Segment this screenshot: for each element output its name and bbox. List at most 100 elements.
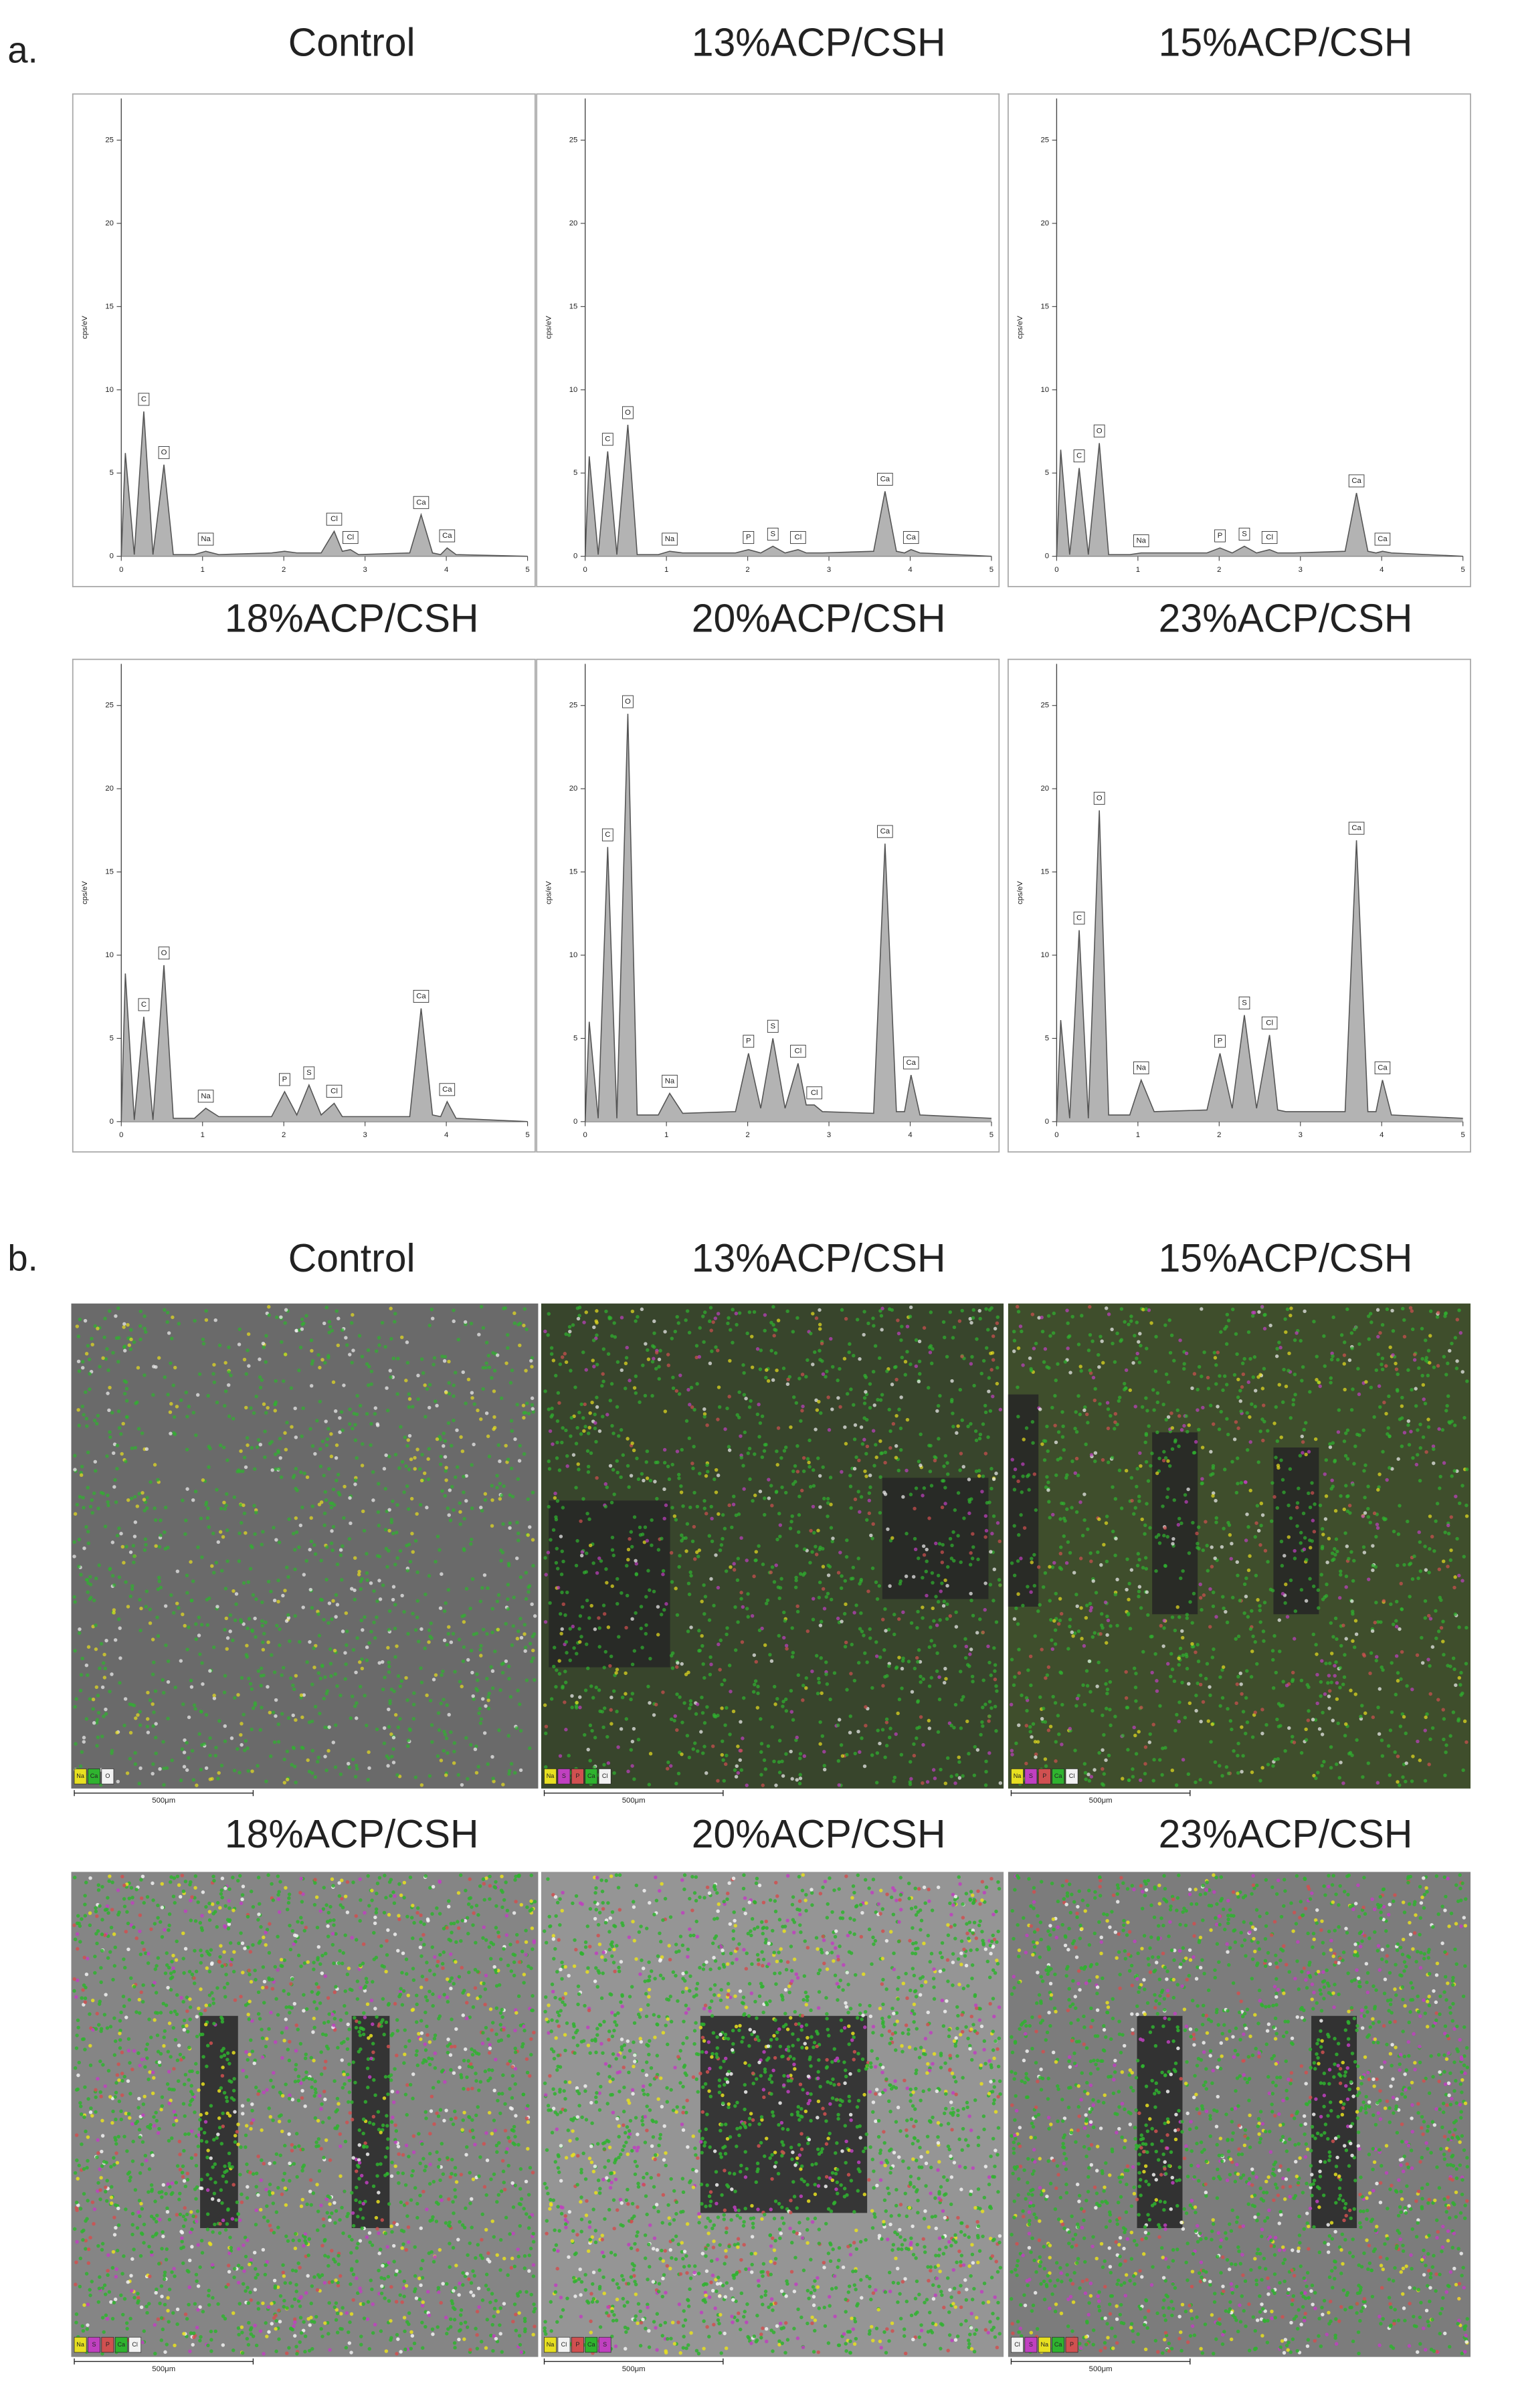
map-dot <box>758 1367 763 1371</box>
map-dot <box>388 1369 392 1373</box>
map-dot <box>1404 1761 1408 1765</box>
map-dot <box>1425 1712 1429 1716</box>
map-dot <box>979 1371 983 1376</box>
map-dot <box>1368 1312 1373 1316</box>
map-dot <box>145 1496 149 1500</box>
y-tick-label: 25 <box>1040 136 1049 144</box>
map-dot <box>717 1405 722 1409</box>
map-dot <box>1219 1330 1223 1334</box>
map-dot <box>1317 1381 1321 1385</box>
map-dot <box>778 1534 782 1538</box>
map-dot <box>868 1474 872 1478</box>
map-dot <box>480 1586 484 1590</box>
map-dot <box>1211 1494 1215 1498</box>
map-dot <box>215 1488 219 1492</box>
map-dot <box>1054 1378 1058 1383</box>
map-dot <box>1139 1464 1143 1468</box>
map-dot <box>1137 1361 1142 1365</box>
map-dot <box>1098 1402 1102 1406</box>
map-dot <box>1446 1532 1451 1536</box>
peak-label-box <box>279 1073 290 1086</box>
map-dot <box>389 1306 393 1310</box>
map-dot <box>1344 1637 1348 1641</box>
map-dot <box>367 1766 371 1771</box>
peak-label-box <box>662 532 678 546</box>
map-dot <box>740 1640 745 1644</box>
peak-label-box <box>1133 534 1149 548</box>
map-dot <box>636 1314 640 1319</box>
map-dot <box>122 1391 127 1396</box>
map-dot <box>1306 1718 1311 1722</box>
map-dot <box>324 1692 328 1696</box>
map-dot <box>1013 1467 1018 1472</box>
map-dot <box>1373 1565 1378 1569</box>
map-dot <box>355 1767 359 1771</box>
map-dot <box>1183 1716 1188 1720</box>
map-dot <box>1367 1577 1371 1581</box>
map-dot <box>443 1439 448 1443</box>
map-dot <box>417 1467 422 1471</box>
map-dot <box>280 1712 284 1716</box>
map-dot <box>862 1437 866 1441</box>
map-dot <box>820 1734 825 1738</box>
map-dot <box>709 1662 713 1667</box>
map-dot <box>979 1732 983 1737</box>
map-dot <box>267 1305 271 1309</box>
peak-label-box <box>439 1083 456 1096</box>
map-dot <box>111 1977 115 1982</box>
map-dot <box>1400 1444 1404 1448</box>
map-dot <box>630 1309 635 1314</box>
map-dot <box>969 1362 973 1366</box>
map-dot <box>952 1726 956 1730</box>
map-dot <box>989 1351 993 1356</box>
map-dot <box>406 1993 410 1997</box>
map-dot <box>182 1750 187 1754</box>
map-dot <box>1361 1545 1366 1549</box>
map-dot <box>398 1716 402 1721</box>
map-dot <box>490 1754 494 1759</box>
map-dot <box>822 1750 826 1754</box>
map-dot <box>181 2024 185 2029</box>
map-dot <box>1255 1662 1259 1666</box>
map-dot <box>1169 1674 1173 1679</box>
map-dot <box>1169 1333 1174 1338</box>
map-pore <box>549 1500 670 1668</box>
map-dot <box>1372 1415 1376 1419</box>
map-dot <box>929 1484 934 1488</box>
map-dot <box>1250 1770 1254 1775</box>
map-dot <box>606 1761 611 1765</box>
map-dot <box>98 1666 102 1670</box>
map-dot <box>664 1602 668 1606</box>
map-dot <box>1390 1308 1394 1313</box>
map-dot <box>1320 1659 1324 1663</box>
map-dot <box>551 1442 555 1446</box>
map-dot <box>716 1312 721 1316</box>
map-dot <box>615 1459 619 1463</box>
y-tick-label: 0 <box>573 1118 577 1126</box>
map-dot <box>1399 1677 1403 1681</box>
map-dot <box>1105 1306 1109 1310</box>
map-dot <box>708 1361 713 1365</box>
map-dot <box>1070 1314 1074 1319</box>
map-dot <box>757 1628 762 1633</box>
map-dot <box>1407 1443 1412 1447</box>
map-dot <box>331 1524 336 1529</box>
map-dot <box>592 1765 596 1769</box>
map-dot <box>1377 1384 1382 1388</box>
map-dot <box>1108 1680 1113 1684</box>
map-dot <box>349 1716 353 1720</box>
map-dot <box>952 1559 956 1563</box>
map-dot <box>442 1431 446 1435</box>
map-dot <box>977 1436 982 1441</box>
map-dot <box>863 1469 867 1474</box>
map-dot <box>530 1356 535 1360</box>
map-dot <box>868 1636 872 1640</box>
map-dot <box>602 1763 606 1767</box>
map-dot <box>428 1698 433 1703</box>
map-dot <box>215 1605 219 1609</box>
map-dot <box>1428 1514 1432 1518</box>
map-dot <box>1303 1309 1307 1314</box>
map-dot <box>769 1320 773 1325</box>
map-dot <box>227 1414 231 1419</box>
map-dot <box>238 1771 242 1775</box>
